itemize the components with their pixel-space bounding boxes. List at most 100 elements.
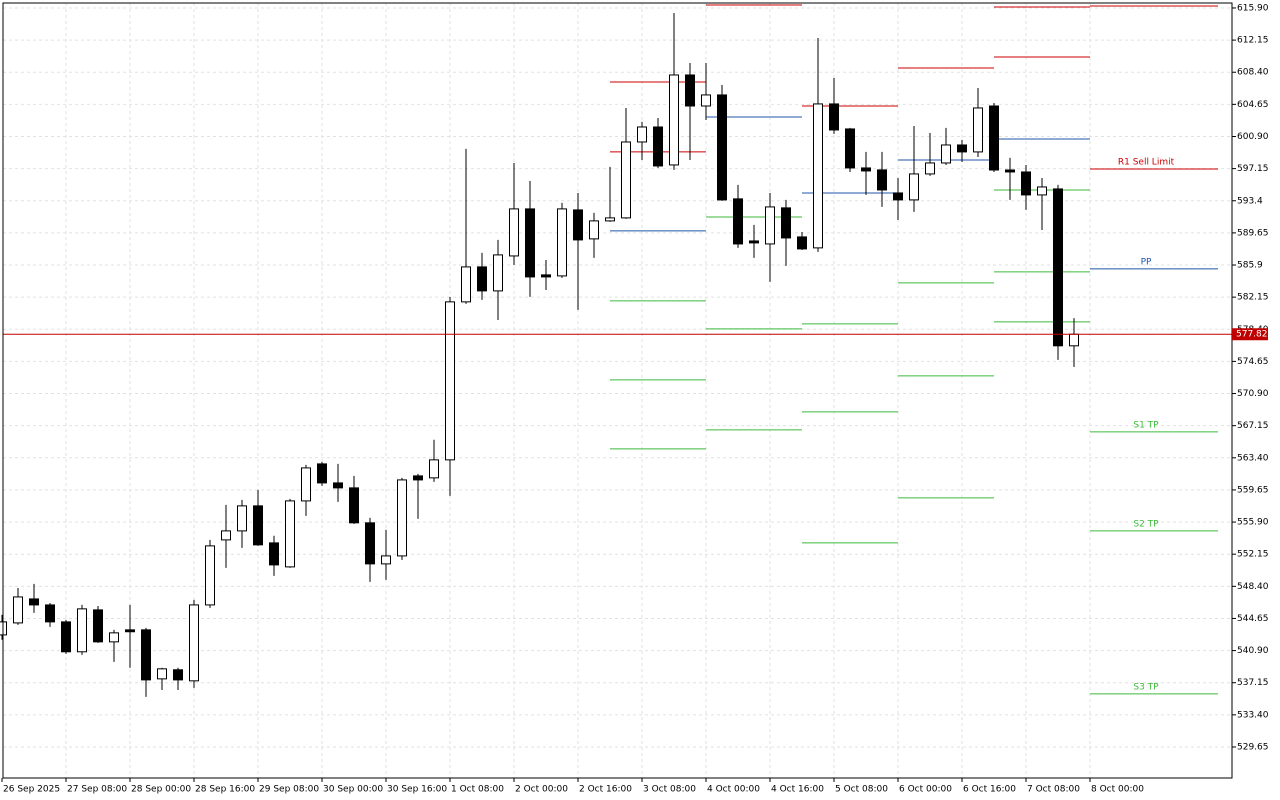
y-tick-label: 604.65 — [1237, 100, 1269, 110]
plot-border — [2, 2, 1233, 779]
y-tick-label: 544.65 — [1237, 614, 1269, 624]
candle-body — [765, 206, 775, 245]
y-tick-label: 537.15 — [1237, 678, 1269, 688]
candle-body — [797, 236, 807, 250]
x-tick-label: 27 Sep 08:00 — [67, 785, 127, 795]
candle-body — [285, 500, 295, 568]
candle-body — [29, 598, 39, 606]
x-tick-label: 5 Oct 08:00 — [835, 785, 888, 795]
candle-body — [669, 74, 679, 166]
candle-body — [909, 173, 919, 201]
x-tick-label: 7 Oct 08:00 — [1027, 785, 1080, 795]
candle-body — [573, 209, 583, 241]
candle-body — [893, 192, 903, 201]
candle-body — [269, 542, 279, 566]
candle-body — [189, 604, 199, 682]
candle-body — [45, 604, 55, 623]
y-tick-label: 593.4 — [1237, 196, 1263, 206]
y-tick-label: 615.90 — [1237, 3, 1269, 13]
candle-body — [61, 621, 71, 653]
candle-body — [733, 198, 743, 245]
candle-body — [749, 240, 759, 244]
pivot-label: R1 Sell Limit — [1118, 157, 1175, 167]
x-tick-label: 26 Sep 2025 — [3, 785, 60, 795]
candle-body — [493, 254, 503, 292]
candle-body — [221, 530, 231, 541]
candle-body — [941, 144, 951, 164]
candle-body — [781, 207, 791, 239]
candle-body — [685, 74, 695, 107]
candle-body — [173, 669, 183, 681]
candle-body — [589, 220, 599, 240]
candle-body — [13, 596, 23, 624]
y-tick-label: 612.15 — [1237, 36, 1269, 46]
y-tick-label: 567.15 — [1237, 421, 1269, 431]
x-tick-label: 28 Sep 16:00 — [195, 785, 255, 795]
candle-body — [557, 208, 567, 277]
candle-body — [605, 217, 615, 222]
candle-body — [237, 505, 247, 532]
candle-body — [637, 126, 647, 143]
y-tick-label: 597.15 — [1237, 164, 1269, 174]
candle-body — [717, 94, 727, 201]
y-tick-label: 582.15 — [1237, 293, 1269, 303]
candle-body — [333, 482, 343, 489]
candle-body — [141, 629, 151, 681]
candle-body — [1021, 171, 1031, 196]
candle-body — [349, 487, 359, 524]
candle-body — [301, 467, 311, 502]
y-tick-label: 559.65 — [1237, 485, 1269, 495]
candle-body — [253, 505, 263, 546]
x-tick-label: 6 Oct 00:00 — [899, 785, 952, 795]
x-tick-label: 28 Sep 00:00 — [131, 785, 191, 795]
candle-body — [861, 167, 871, 172]
candle-body — [925, 162, 935, 175]
x-tick-label: 30 Sep 00:00 — [323, 785, 383, 795]
pivot-label: PP — [1141, 257, 1152, 267]
y-tick-label: 529.65 — [1237, 742, 1269, 752]
y-tick-label: 589.65 — [1237, 228, 1269, 238]
y-tick-label: 570.90 — [1237, 389, 1269, 399]
x-tick-label: 8 Oct 00:00 — [1091, 785, 1144, 795]
candle-body — [541, 274, 551, 278]
y-tick-label: 600.90 — [1237, 132, 1269, 142]
candle-body — [701, 94, 711, 107]
candle-body — [413, 475, 423, 481]
candle-body — [445, 301, 455, 461]
current-price-box — [1232, 328, 1268, 341]
candle-body — [845, 128, 855, 169]
grid — [3, 3, 1232, 778]
x-tick-label: 1 Oct 08:00 — [451, 785, 504, 795]
x-tick-label: 6 Oct 16:00 — [963, 785, 1016, 795]
candle-body — [1005, 169, 1015, 173]
pivot-label: S2 TP — [1133, 519, 1159, 529]
candle-body — [365, 522, 375, 565]
plot: R1 Sell Limit PP S1 TP S2 TP S3 TP — [0, 2, 1232, 697]
y-tick-label: 548.40 — [1237, 582, 1269, 592]
x-tick-label: 4 Oct 16:00 — [771, 785, 824, 795]
candle-body — [317, 463, 327, 484]
candle-body — [1069, 333, 1079, 347]
y-tick-label: 574.65 — [1237, 357, 1269, 367]
x-tick-label: 4 Oct 00:00 — [707, 785, 760, 795]
candle-body — [429, 459, 439, 479]
pivot-label: S3 TP — [1133, 682, 1159, 692]
candle-body — [621, 141, 631, 219]
candle-body — [109, 632, 119, 643]
candle-body — [829, 103, 839, 131]
x-tick-label: 29 Sep 08:00 — [259, 785, 319, 795]
y-tick-label: 533.40 — [1237, 710, 1269, 720]
y-tick-label: 540.90 — [1237, 646, 1269, 656]
y-tick-label: 585.9 — [1237, 261, 1263, 271]
candle-body — [93, 609, 103, 643]
candle-body — [477, 266, 487, 292]
candle-body — [509, 208, 519, 257]
candle-body — [77, 608, 87, 653]
y-tick-label: 555.90 — [1237, 518, 1269, 528]
candle-body — [205, 545, 215, 606]
y-tick-label: 608.40 — [1237, 68, 1269, 78]
candle-body — [957, 144, 967, 153]
candle-body — [525, 208, 535, 278]
y-tick-label: 552.15 — [1237, 550, 1269, 560]
